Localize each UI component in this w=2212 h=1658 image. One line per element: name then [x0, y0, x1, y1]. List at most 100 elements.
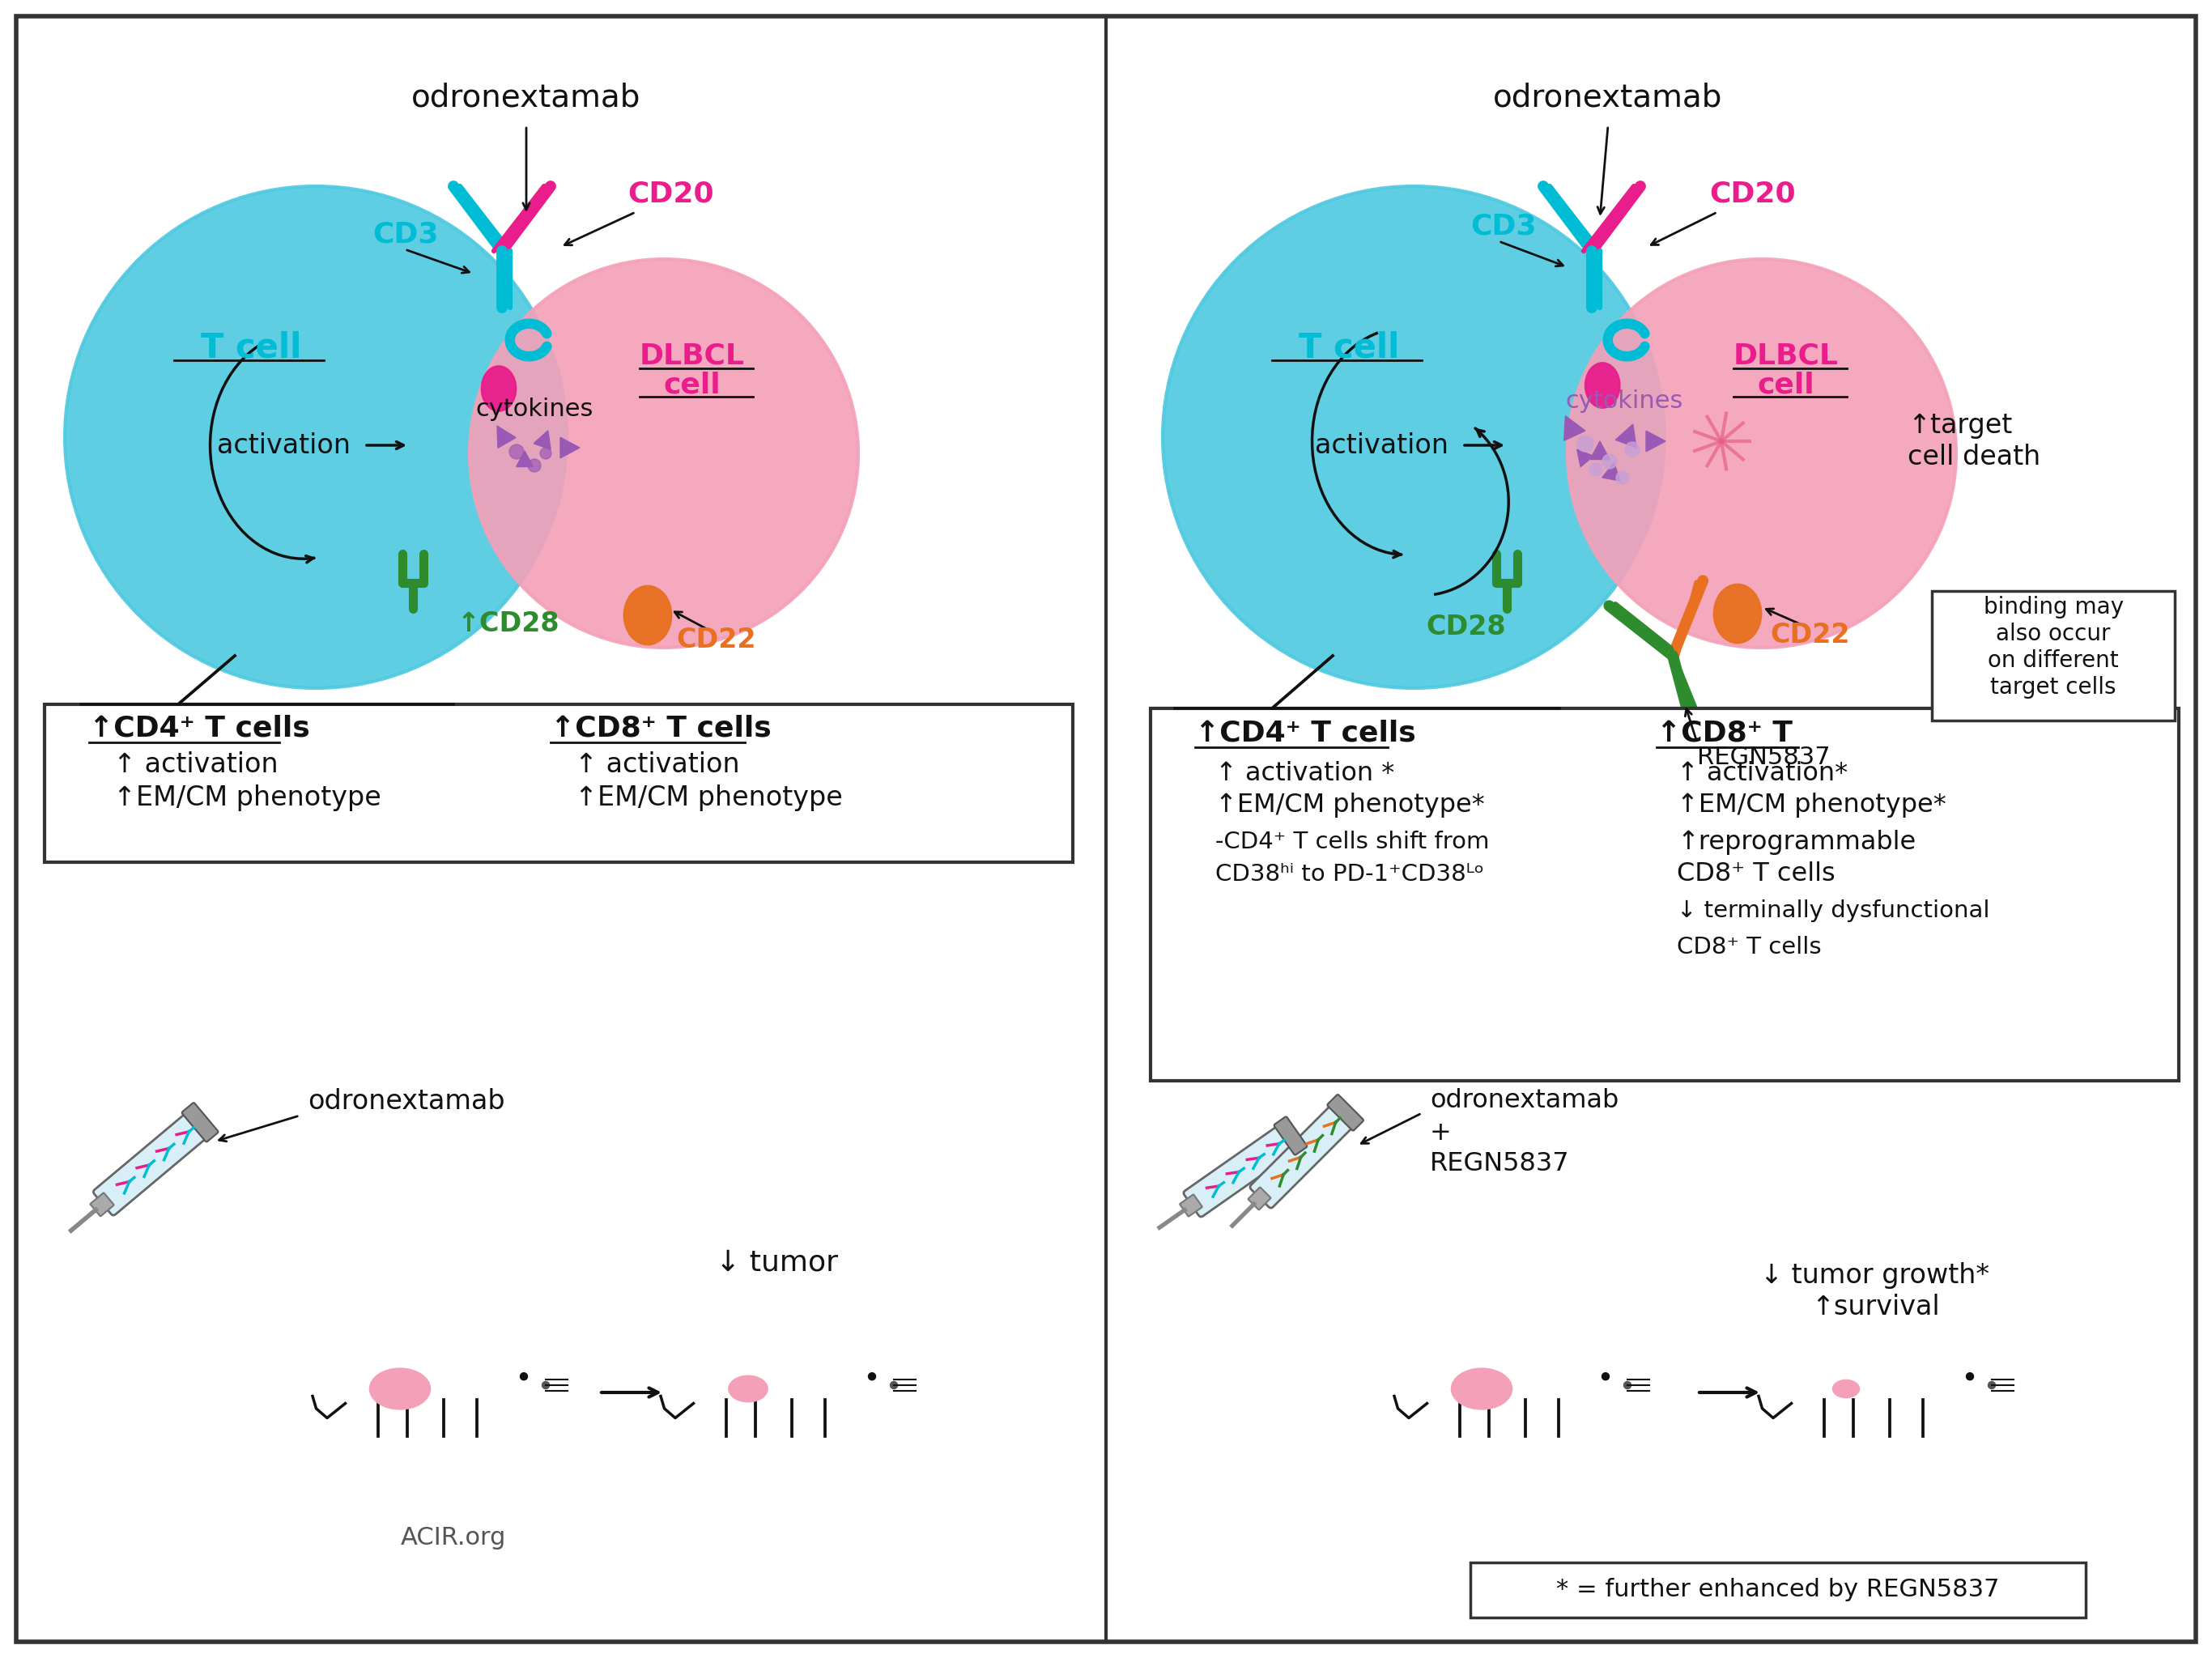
Circle shape — [1164, 186, 1666, 688]
Text: also occur: also occur — [1995, 622, 2110, 645]
Ellipse shape — [1924, 1351, 1993, 1413]
FancyBboxPatch shape — [91, 1192, 113, 1217]
Circle shape — [1989, 1381, 1995, 1389]
Text: CD8⁺ T cells: CD8⁺ T cells — [1677, 935, 1820, 958]
FancyBboxPatch shape — [93, 1113, 208, 1215]
Polygon shape — [498, 426, 515, 448]
Text: ↑CD4⁺ T cells: ↑CD4⁺ T cells — [88, 715, 310, 743]
Circle shape — [869, 1373, 876, 1379]
Text: CD28: CD28 — [1427, 613, 1506, 640]
Polygon shape — [1564, 416, 1586, 441]
Text: ↑EM/CM phenotype*: ↑EM/CM phenotype* — [1677, 793, 1947, 817]
FancyBboxPatch shape — [1327, 1094, 1363, 1131]
Polygon shape — [515, 451, 533, 466]
Text: cell: cell — [1759, 371, 1814, 398]
Text: ↑target
cell death: ↑target cell death — [1907, 413, 2039, 469]
Text: T cell: T cell — [201, 332, 301, 365]
Text: CD3: CD3 — [372, 221, 438, 249]
Text: +: + — [1429, 1121, 1451, 1146]
Text: CD3: CD3 — [1471, 212, 1537, 240]
Text: ↑reprogrammable: ↑reprogrammable — [1677, 829, 1916, 854]
Text: CD38ʰⁱ to PD-1⁺CD38ᴸᵒ: CD38ʰⁱ to PD-1⁺CD38ᴸᵒ — [1214, 864, 1484, 885]
Text: odronextamab: odronextamab — [1429, 1088, 1619, 1114]
Polygon shape — [1590, 441, 1610, 459]
Bar — [44, 705, 1073, 862]
Polygon shape — [1577, 449, 1593, 468]
Ellipse shape — [695, 1341, 860, 1444]
Text: cytokines: cytokines — [476, 398, 593, 421]
Circle shape — [1617, 471, 1628, 484]
FancyBboxPatch shape — [181, 1103, 219, 1142]
Text: binding may: binding may — [1984, 595, 2124, 618]
Text: ↑ activation: ↑ activation — [113, 751, 279, 778]
Text: DLBCL: DLBCL — [1734, 343, 1838, 370]
Circle shape — [1577, 436, 1593, 451]
Ellipse shape — [489, 1333, 515, 1356]
Ellipse shape — [482, 366, 515, 411]
Text: CD20: CD20 — [628, 181, 714, 207]
Text: ACIR.org: ACIR.org — [400, 1527, 507, 1550]
Text: odronextamab: odronextamab — [307, 1088, 504, 1114]
Ellipse shape — [1571, 1333, 1597, 1356]
Circle shape — [520, 1373, 526, 1379]
Ellipse shape — [1586, 363, 1619, 408]
Text: ↑CD8⁺ T cells: ↑CD8⁺ T cells — [551, 715, 772, 743]
Bar — [1150, 708, 2179, 1081]
Circle shape — [1624, 1381, 1630, 1389]
Text: CD22: CD22 — [677, 627, 757, 653]
Text: -CD4⁺ T cells shift from: -CD4⁺ T cells shift from — [1214, 831, 1489, 854]
Bar — [1931, 590, 2174, 721]
Circle shape — [1590, 463, 1601, 476]
Ellipse shape — [1933, 1333, 1962, 1356]
Text: ↑survival: ↑survival — [1812, 1295, 1940, 1321]
Text: ↑ activation *: ↑ activation * — [1214, 761, 1394, 786]
Ellipse shape — [345, 1341, 513, 1444]
Polygon shape — [1615, 424, 1637, 448]
FancyBboxPatch shape — [1250, 1104, 1354, 1209]
Text: CD22: CD22 — [1770, 622, 1849, 648]
Circle shape — [64, 186, 566, 688]
Text: CD20: CD20 — [1710, 181, 1796, 207]
Text: cell: cell — [664, 371, 721, 398]
Text: ↑ activation: ↑ activation — [575, 751, 739, 778]
Text: DLBCL: DLBCL — [639, 343, 745, 370]
Ellipse shape — [728, 1374, 768, 1403]
Bar — [1471, 1562, 2086, 1618]
Polygon shape — [560, 438, 580, 458]
Polygon shape — [533, 431, 551, 449]
Text: cytokines: cytokines — [1566, 390, 1683, 413]
Text: ↑CD4⁺ T cells: ↑CD4⁺ T cells — [1194, 720, 1416, 746]
Ellipse shape — [1451, 1368, 1513, 1409]
Circle shape — [889, 1381, 898, 1389]
Circle shape — [1626, 443, 1639, 456]
Text: * = further enhanced by REGN5837: * = further enhanced by REGN5837 — [1557, 1578, 2000, 1602]
Text: ↑EM/CM phenotype*: ↑EM/CM phenotype* — [1214, 793, 1484, 817]
Polygon shape — [1646, 431, 1666, 451]
Circle shape — [529, 459, 542, 473]
Text: activation: activation — [217, 431, 349, 459]
Ellipse shape — [624, 587, 670, 645]
Ellipse shape — [1792, 1341, 1960, 1444]
Text: CD8⁺ T cells: CD8⁺ T cells — [1677, 862, 1836, 887]
Text: on different: on different — [1989, 650, 2119, 671]
Text: ↑ activation*: ↑ activation* — [1677, 761, 1847, 786]
Ellipse shape — [478, 1351, 549, 1413]
Ellipse shape — [1832, 1379, 1860, 1398]
Text: ↑CD28: ↑CD28 — [458, 610, 560, 637]
Ellipse shape — [1427, 1341, 1595, 1444]
Ellipse shape — [836, 1333, 865, 1356]
Text: REGN5837: REGN5837 — [1697, 744, 1829, 769]
Circle shape — [1966, 1373, 1973, 1379]
Circle shape — [1601, 454, 1617, 469]
Text: target cells: target cells — [1991, 676, 2117, 698]
Ellipse shape — [369, 1368, 431, 1409]
FancyBboxPatch shape — [1274, 1117, 1307, 1156]
Circle shape — [1601, 1373, 1608, 1379]
Circle shape — [469, 259, 858, 648]
Text: REGN5837: REGN5837 — [1429, 1152, 1571, 1177]
Circle shape — [540, 448, 551, 459]
Text: T cell: T cell — [1298, 332, 1400, 365]
Text: odronextamab: odronextamab — [411, 81, 641, 113]
FancyBboxPatch shape — [1183, 1126, 1296, 1217]
Text: ↑CD8⁺ T: ↑CD8⁺ T — [1657, 720, 1792, 746]
